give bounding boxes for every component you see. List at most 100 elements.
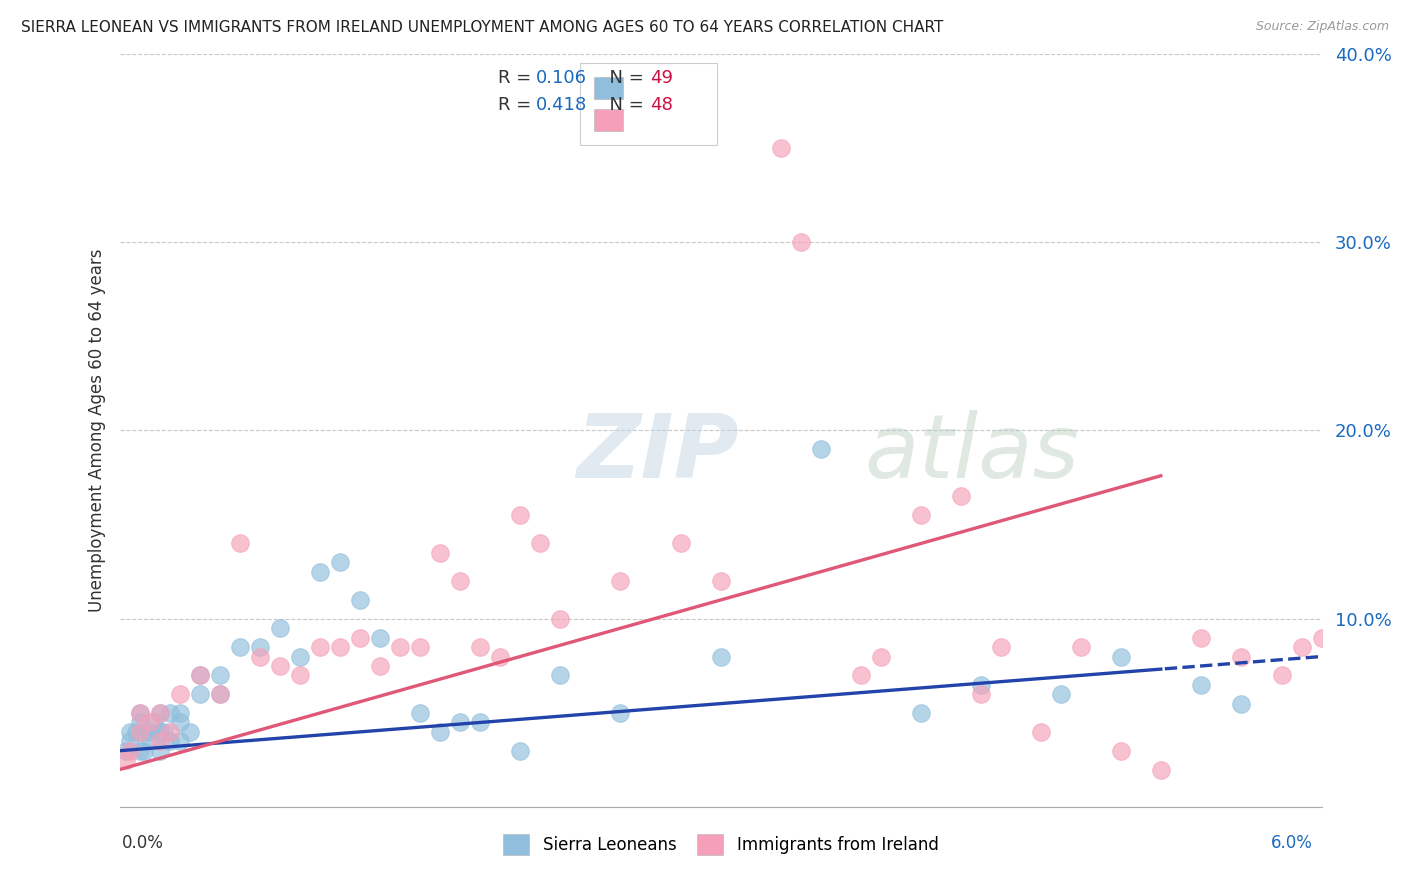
Legend: Sierra Leoneans, Immigrants from Ireland: Sierra Leoneans, Immigrants from Ireland [495, 826, 946, 863]
Point [769, 141, 792, 155]
Point [388, 640, 412, 654]
Point [1029, 724, 1052, 739]
Text: R =: R = [498, 95, 537, 114]
Text: ZIP: ZIP [576, 409, 740, 497]
Point [208, 668, 231, 682]
Point [208, 687, 231, 701]
Point [159, 706, 181, 720]
Point [149, 706, 172, 720]
Point [309, 640, 332, 654]
Point [1189, 678, 1212, 692]
Point [1050, 687, 1073, 701]
Text: 49: 49 [650, 70, 672, 87]
Point [1291, 640, 1313, 654]
Text: atlas: atlas [865, 410, 1080, 496]
Point [132, 724, 155, 739]
Text: R =: R = [498, 70, 537, 87]
Point [329, 640, 352, 654]
Point [548, 612, 571, 626]
Point [149, 734, 172, 748]
Point [409, 640, 432, 654]
Point [228, 640, 252, 654]
Point [114, 744, 136, 758]
Point [138, 734, 160, 748]
Point [529, 536, 551, 550]
Point [548, 668, 571, 682]
Point [188, 668, 211, 682]
Point [128, 724, 150, 739]
Point [118, 744, 141, 758]
Point [1271, 668, 1294, 682]
Text: 0.0%: 0.0% [122, 834, 165, 852]
Point [449, 715, 471, 730]
Point [1070, 640, 1092, 654]
Point [869, 649, 891, 664]
Point [329, 555, 352, 569]
Point [138, 715, 160, 730]
Point [208, 687, 231, 701]
Point [429, 724, 451, 739]
Point [709, 574, 731, 589]
Text: 0.418: 0.418 [536, 95, 586, 114]
Point [1150, 763, 1173, 777]
Point [970, 687, 993, 701]
Point [368, 659, 391, 673]
Point [169, 734, 191, 748]
Point [169, 715, 191, 730]
Point [970, 678, 993, 692]
Text: Source: ZipAtlas.com: Source: ZipAtlas.com [1256, 20, 1389, 33]
Point [152, 724, 174, 739]
Point [449, 574, 471, 589]
Text: N =: N = [598, 70, 650, 87]
Point [609, 574, 631, 589]
Point [128, 744, 150, 758]
Point [950, 489, 973, 503]
Point [118, 734, 141, 748]
Point [228, 536, 252, 550]
Point [790, 235, 813, 249]
Text: SIERRA LEONEAN VS IMMIGRANTS FROM IRELAND UNEMPLOYMENT AMONG AGES 60 TO 64 YEARS: SIERRA LEONEAN VS IMMIGRANTS FROM IRELAN… [21, 20, 943, 35]
Point [159, 724, 181, 739]
Point [128, 715, 150, 730]
Text: N =: N = [598, 95, 650, 114]
Point [149, 706, 172, 720]
Point [1111, 649, 1133, 664]
Point [188, 687, 211, 701]
Point [118, 724, 141, 739]
Point [609, 706, 631, 720]
Point [149, 744, 172, 758]
Point [149, 724, 172, 739]
Point [309, 565, 332, 579]
Point [159, 734, 181, 748]
Point [249, 640, 271, 654]
Point [349, 631, 371, 645]
Point [489, 649, 512, 664]
Point [990, 640, 1012, 654]
Point [124, 724, 146, 739]
Point [1310, 631, 1333, 645]
Point [910, 706, 932, 720]
Point [114, 753, 136, 767]
Text: 48: 48 [650, 95, 672, 114]
Text: 0.106: 0.106 [536, 70, 586, 87]
Point [269, 621, 291, 635]
Point [128, 706, 150, 720]
Point [169, 706, 191, 720]
Point [368, 631, 391, 645]
Point [349, 593, 371, 607]
Point [468, 640, 492, 654]
Point [179, 724, 201, 739]
Point [468, 715, 492, 730]
Point [1230, 697, 1253, 711]
Point [269, 659, 291, 673]
Point [1189, 631, 1212, 645]
Point [169, 687, 191, 701]
Point [132, 744, 155, 758]
Point [509, 744, 531, 758]
Point [142, 715, 165, 730]
Point [910, 508, 932, 523]
Text: 6.0%: 6.0% [1271, 834, 1313, 852]
Point [669, 536, 692, 550]
Point [849, 668, 872, 682]
Point [429, 546, 451, 560]
